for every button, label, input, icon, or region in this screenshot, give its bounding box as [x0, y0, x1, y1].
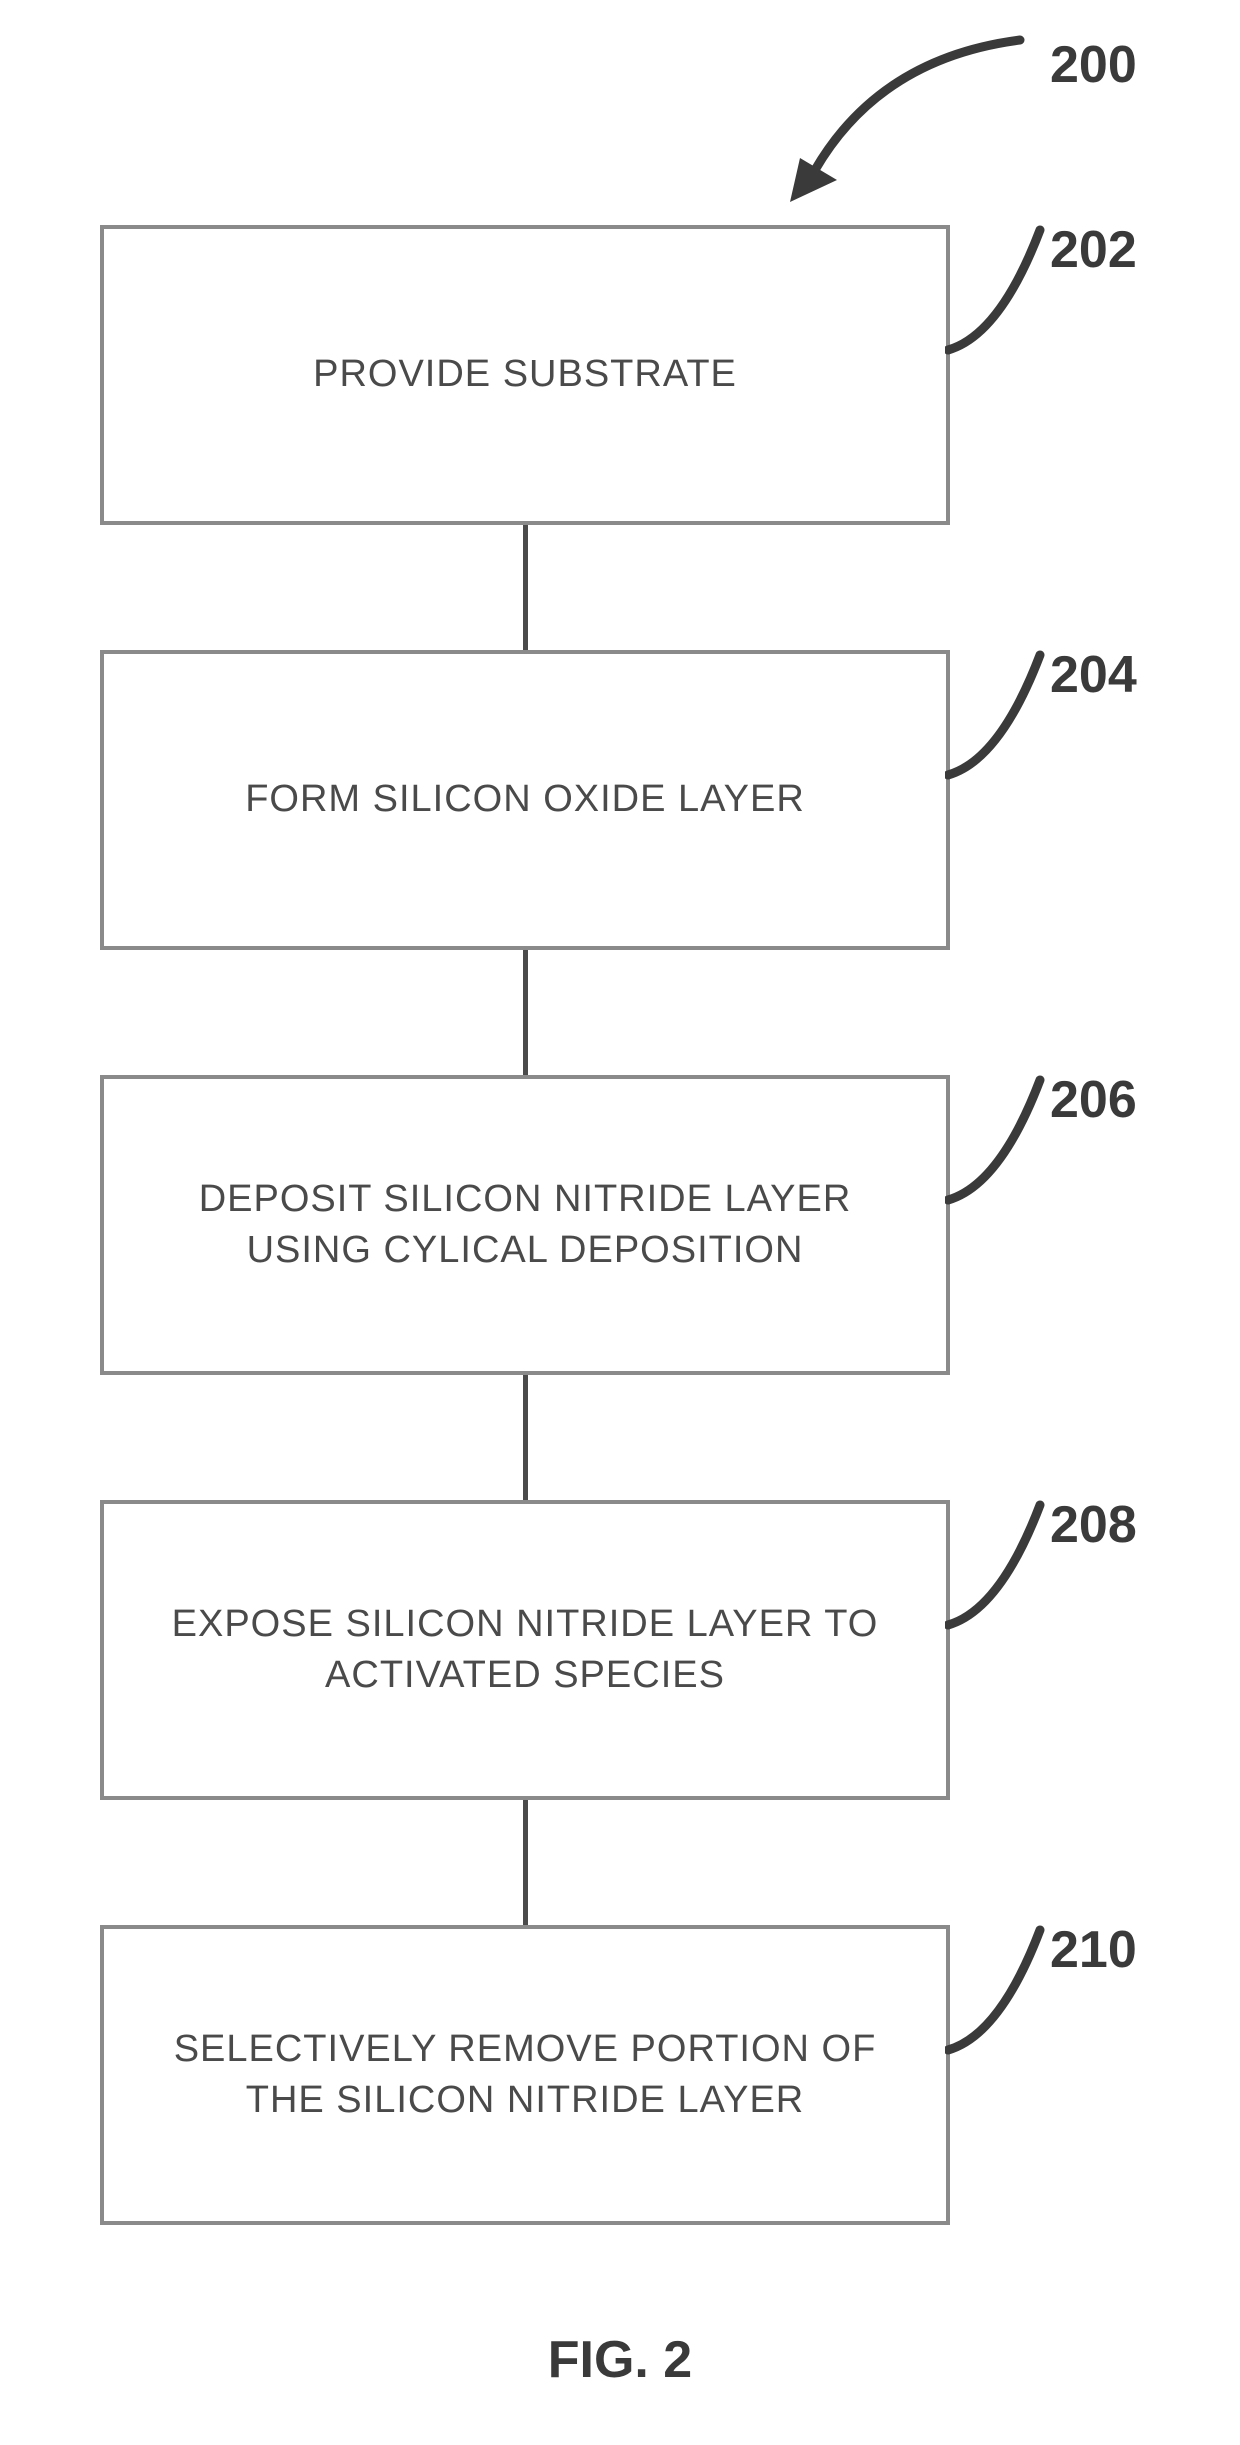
main-arrow	[785, 30, 1035, 220]
figure-page: 200 PROVIDE SUBSTRATE 202 FORM SILICON O…	[0, 0, 1240, 2445]
label-step-1: 202	[1050, 220, 1137, 280]
step-4-curve	[945, 1490, 1060, 1630]
label-step-4: 208	[1050, 1495, 1137, 1555]
connector-4-5	[523, 1800, 528, 1925]
step-1-box: PROVIDE SUBSTRATE	[100, 225, 950, 525]
step-3-box: DEPOSIT SILICON NITRIDE LAYER USING CYLI…	[100, 1075, 950, 1375]
step-4-text: EXPOSE SILICON NITRIDE LAYER TO ACTIVATE…	[144, 1599, 906, 1702]
label-step-5: 210	[1050, 1920, 1137, 1980]
label-main: 200	[1050, 35, 1137, 95]
step-5-curve	[945, 1915, 1060, 2055]
connector-2-3	[523, 950, 528, 1075]
step-2-curve	[945, 640, 1060, 780]
step-2-box: FORM SILICON OXIDE LAYER	[100, 650, 950, 950]
step-3-curve	[945, 1065, 1060, 1205]
step-2-text: FORM SILICON OXIDE LAYER	[245, 774, 805, 825]
step-4-box: EXPOSE SILICON NITRIDE LAYER TO ACTIVATE…	[100, 1500, 950, 1800]
connector-3-4	[523, 1375, 528, 1500]
connector-1-2	[523, 525, 528, 650]
step-3-text: DEPOSIT SILICON NITRIDE LAYER USING CYLI…	[144, 1174, 906, 1277]
step-1-curve	[945, 215, 1060, 355]
figure-caption: FIG. 2	[0, 2330, 1240, 2390]
label-step-3: 206	[1050, 1070, 1137, 1130]
step-5-text: SELECTIVELY REMOVE PORTION OF THE SILICO…	[144, 2024, 906, 2127]
step-1-text: PROVIDE SUBSTRATE	[313, 349, 737, 400]
step-5-box: SELECTIVELY REMOVE PORTION OF THE SILICO…	[100, 1925, 950, 2225]
label-step-2: 204	[1050, 645, 1137, 705]
